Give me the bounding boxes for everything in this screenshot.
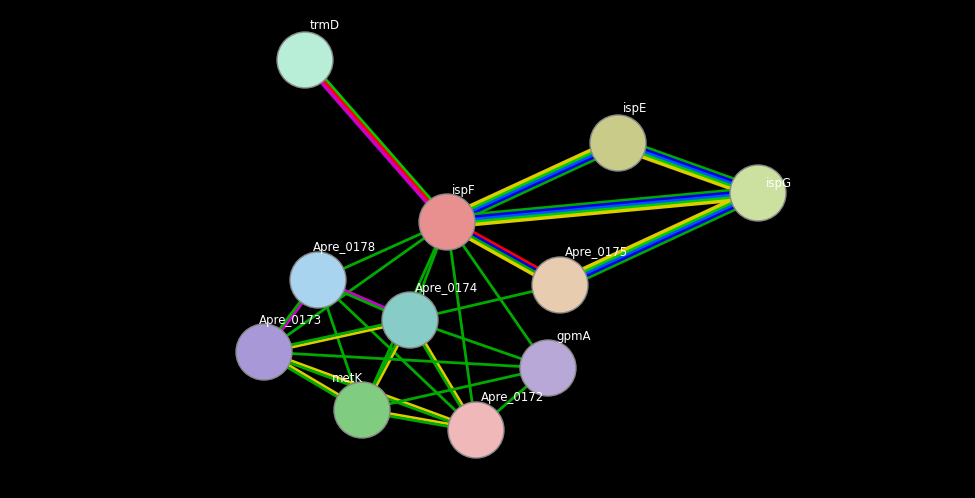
Text: trmD: trmD — [310, 18, 340, 31]
Text: ispF: ispF — [452, 183, 476, 197]
Circle shape — [419, 194, 475, 250]
Circle shape — [590, 115, 646, 171]
Text: ispG: ispG — [766, 176, 792, 190]
Circle shape — [290, 252, 346, 308]
Circle shape — [277, 32, 333, 88]
Circle shape — [448, 402, 504, 458]
Text: Apre_0174: Apre_0174 — [415, 281, 479, 294]
Text: Apre_0178: Apre_0178 — [313, 241, 376, 253]
Text: ispE: ispE — [623, 102, 647, 115]
Circle shape — [532, 257, 588, 313]
Text: Apre_0173: Apre_0173 — [259, 314, 322, 327]
Text: gpmA: gpmA — [556, 330, 591, 343]
Circle shape — [236, 324, 292, 380]
Text: Apre_0172: Apre_0172 — [481, 391, 544, 404]
Text: metK: metK — [332, 372, 363, 384]
Circle shape — [520, 340, 576, 396]
Circle shape — [334, 382, 390, 438]
Circle shape — [730, 165, 786, 221]
Circle shape — [382, 292, 438, 348]
Text: Apre_0175: Apre_0175 — [565, 246, 628, 258]
